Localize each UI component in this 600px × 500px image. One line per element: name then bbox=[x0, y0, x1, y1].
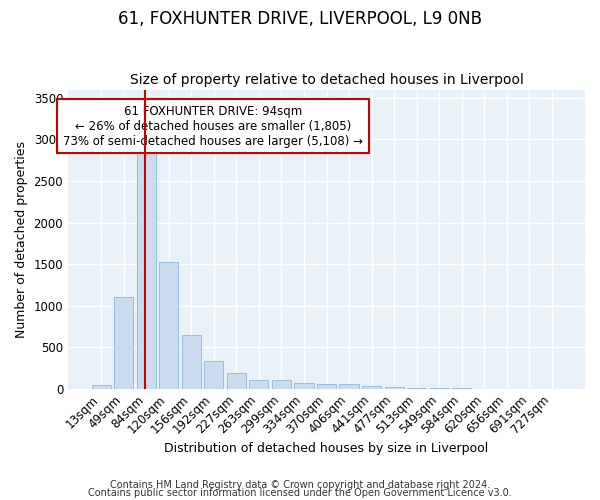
Bar bbox=[227, 373, 246, 388]
Bar bbox=[114, 298, 133, 388]
Bar bbox=[137, 145, 156, 388]
Bar bbox=[92, 384, 110, 388]
Text: Contains public sector information licensed under the Open Government Licence v3: Contains public sector information licen… bbox=[88, 488, 512, 498]
Title: Size of property relative to detached houses in Liverpool: Size of property relative to detached ho… bbox=[130, 73, 523, 87]
Bar bbox=[204, 362, 223, 388]
Y-axis label: Number of detached properties: Number of detached properties bbox=[15, 140, 28, 338]
Bar bbox=[272, 380, 291, 388]
Bar bbox=[317, 384, 336, 388]
Text: Contains HM Land Registry data © Crown copyright and database right 2024.: Contains HM Land Registry data © Crown c… bbox=[110, 480, 490, 490]
Bar bbox=[385, 387, 404, 388]
Text: 61, FOXHUNTER DRIVE, LIVERPOOL, L9 0NB: 61, FOXHUNTER DRIVE, LIVERPOOL, L9 0NB bbox=[118, 10, 482, 28]
Bar bbox=[182, 334, 201, 388]
Bar bbox=[159, 262, 178, 388]
Bar bbox=[250, 380, 268, 388]
X-axis label: Distribution of detached houses by size in Liverpool: Distribution of detached houses by size … bbox=[164, 442, 488, 455]
Bar bbox=[295, 383, 314, 388]
Bar bbox=[340, 384, 359, 388]
Bar bbox=[362, 386, 381, 388]
Text: 61 FOXHUNTER DRIVE: 94sqm
← 26% of detached houses are smaller (1,805)
73% of se: 61 FOXHUNTER DRIVE: 94sqm ← 26% of detac… bbox=[63, 104, 363, 148]
